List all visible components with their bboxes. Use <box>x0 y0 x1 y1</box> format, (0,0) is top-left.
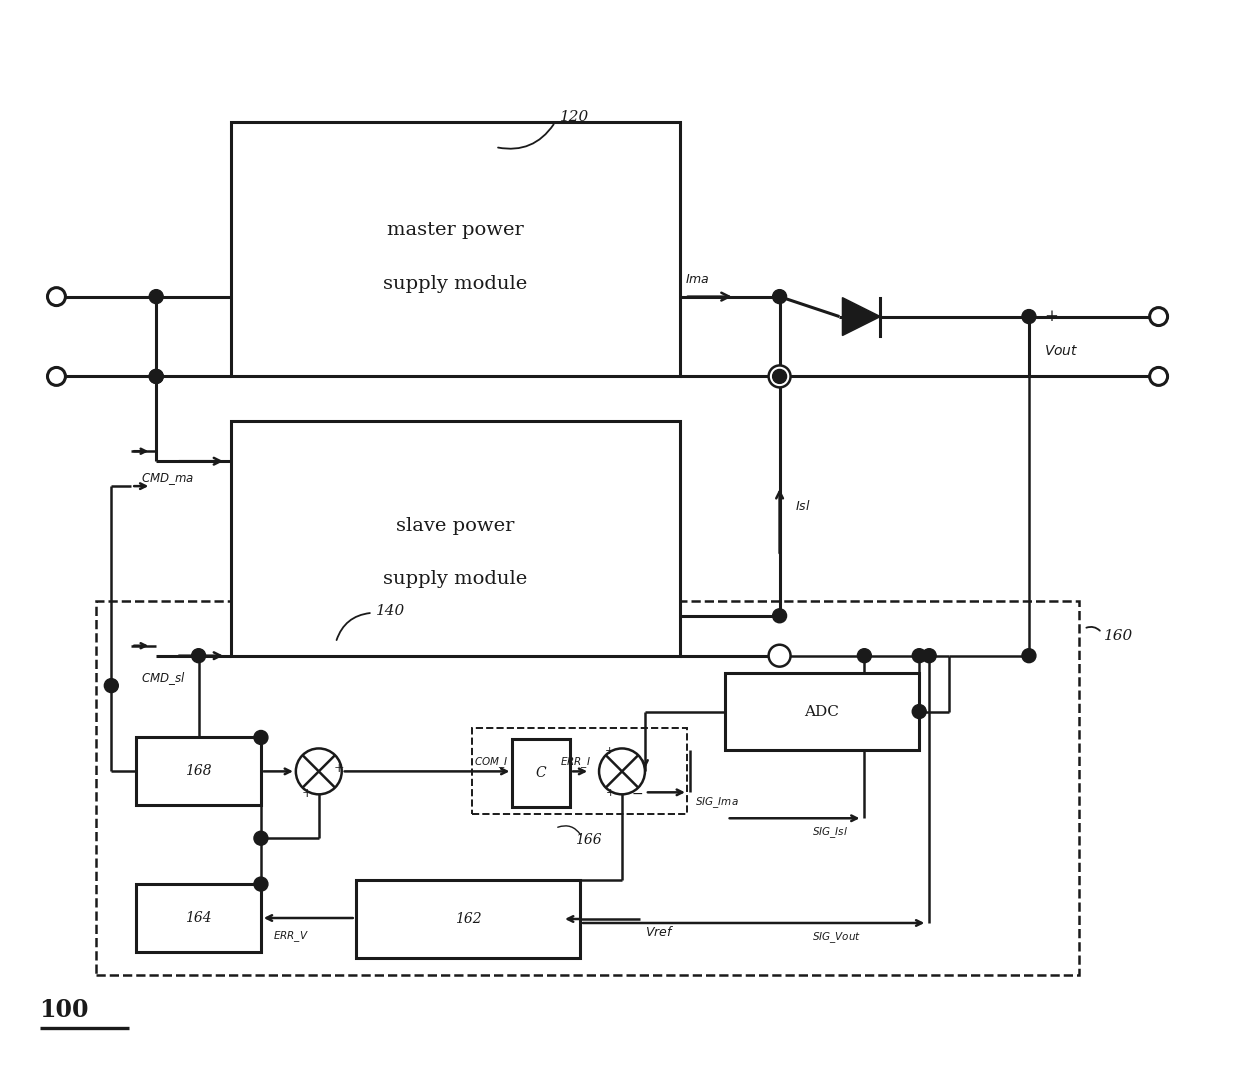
Text: 166: 166 <box>575 833 601 847</box>
Text: +: + <box>605 788 615 798</box>
Text: $-$: $-$ <box>1044 368 1058 384</box>
Text: ADC: ADC <box>804 705 839 719</box>
Text: $-$: $-$ <box>631 786 644 800</box>
Bar <box>231 421 680 655</box>
Circle shape <box>149 369 164 383</box>
Bar <box>724 673 919 751</box>
Text: $ERR\_I$: $ERR\_I$ <box>560 755 591 770</box>
Bar <box>356 880 580 957</box>
Text: supply module: supply module <box>383 570 527 588</box>
Circle shape <box>913 705 926 719</box>
Text: $SIG\_Isl$: $SIG\_Isl$ <box>811 825 848 840</box>
Text: supply module: supply module <box>383 274 527 292</box>
Circle shape <box>1149 307 1168 326</box>
Circle shape <box>913 649 926 663</box>
Text: $Isl$: $Isl$ <box>795 499 810 513</box>
Circle shape <box>1149 367 1168 386</box>
Circle shape <box>1022 310 1035 323</box>
Text: $COM\_I$: $COM\_I$ <box>475 755 508 770</box>
Bar <box>136 884 260 952</box>
Circle shape <box>769 645 791 666</box>
Text: $Ima$: $Ima$ <box>684 273 709 286</box>
Text: $SIG\_Ima$: $SIG\_Ima$ <box>694 795 739 810</box>
Bar <box>512 739 570 808</box>
Circle shape <box>923 649 936 663</box>
Text: $CMD\_sl$: $CMD\_sl$ <box>141 670 186 688</box>
Text: +: + <box>301 787 312 800</box>
Text: $ERR\_V$: $ERR\_V$ <box>273 930 309 945</box>
Text: +: + <box>334 761 343 775</box>
Bar <box>97 601 1079 975</box>
Text: $CMD\_ma$: $CMD\_ma$ <box>141 471 195 487</box>
Text: 168: 168 <box>185 765 212 779</box>
Circle shape <box>254 877 268 891</box>
Polygon shape <box>842 298 880 335</box>
Text: $SIG\_Vout$: $SIG\_Vout$ <box>811 931 861 946</box>
Circle shape <box>773 289 786 303</box>
Circle shape <box>104 679 118 693</box>
Circle shape <box>47 367 66 386</box>
Text: +: + <box>1044 308 1058 326</box>
Text: 162: 162 <box>455 912 481 926</box>
Text: slave power: slave power <box>397 517 515 536</box>
Bar <box>472 727 687 814</box>
Text: 120: 120 <box>560 110 589 124</box>
Circle shape <box>857 649 872 663</box>
Text: $Vref$: $Vref$ <box>645 925 675 939</box>
Circle shape <box>254 730 268 744</box>
Text: 160: 160 <box>1104 629 1133 643</box>
Circle shape <box>769 365 791 388</box>
Circle shape <box>773 369 786 383</box>
Bar <box>231 122 680 376</box>
Text: $Vout$: $Vout$ <box>1044 345 1079 359</box>
Text: 164: 164 <box>185 911 212 925</box>
Circle shape <box>149 369 164 383</box>
Circle shape <box>773 608 786 622</box>
Text: 140: 140 <box>376 604 405 618</box>
Circle shape <box>1022 649 1035 663</box>
Text: master power: master power <box>387 221 523 239</box>
Circle shape <box>296 749 342 795</box>
Bar <box>136 738 260 805</box>
Text: +: + <box>604 746 614 756</box>
Circle shape <box>47 288 66 305</box>
Text: C: C <box>536 767 547 781</box>
Circle shape <box>149 289 164 303</box>
Circle shape <box>599 749 645 795</box>
Circle shape <box>192 649 206 663</box>
Circle shape <box>254 831 268 845</box>
Text: 100: 100 <box>40 998 89 1022</box>
